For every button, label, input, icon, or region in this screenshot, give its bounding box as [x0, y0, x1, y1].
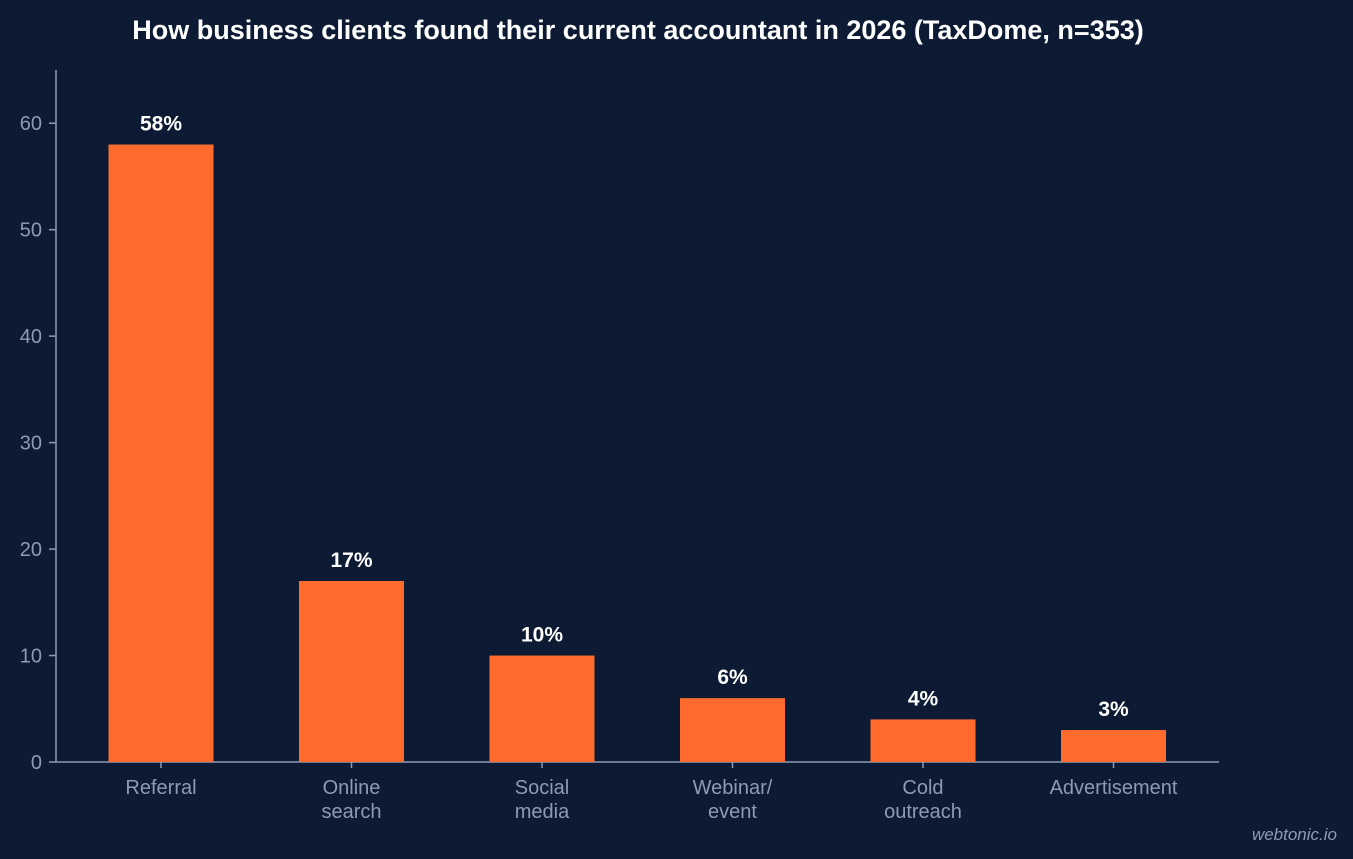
x-tick-label-line: Advertisement — [1050, 777, 1178, 799]
x-tick-label-line: Webinar/ — [693, 777, 773, 799]
x-tick-label: Referral — [125, 777, 196, 799]
x-tick-label-line: Referral — [125, 777, 196, 799]
x-tick-label-line: Cold — [902, 777, 943, 799]
x-tick-label: Cold outreach — [884, 777, 962, 823]
x-tick-label-line: Social — [515, 777, 569, 799]
x-tick-label: Online search — [321, 777, 381, 823]
y-tick-label: 40 — [20, 326, 42, 348]
x-tick-label-line: media — [515, 801, 570, 823]
y-tick-label: 10 — [20, 646, 42, 668]
x-tick-label-line: search — [321, 801, 381, 823]
bar-data-label: 6% — [717, 666, 748, 689]
bar — [1061, 730, 1166, 762]
y-tick-label: 20 — [20, 539, 42, 561]
bar — [680, 698, 785, 762]
bar-data-label: 58% — [140, 113, 182, 136]
data-labels: 58% 17% 10% 6% 4% 3% — [140, 113, 1129, 722]
y-tick-label: 50 — [20, 220, 42, 242]
bar — [870, 719, 976, 762]
x-axis: Referral Online search Social media Webinar/e… — [56, 761, 1219, 823]
x-tick-label-line: event — [708, 801, 757, 823]
y-tick-label: 30 — [20, 433, 42, 455]
x-tick-label-line: outreach — [884, 801, 962, 823]
bar-data-label: 10% — [521, 624, 563, 647]
chart-title: How business clients found their current… — [132, 15, 1144, 45]
bar-data-label: 17% — [330, 549, 372, 572]
y-tick-label: 0 — [31, 752, 42, 774]
bar — [108, 144, 214, 762]
bar — [299, 581, 404, 762]
bars — [108, 144, 1166, 762]
x-tick-label-line: Online — [323, 777, 381, 799]
bar — [489, 655, 595, 762]
y-axis: 0 10 20 30 40 50 60 — [20, 70, 57, 774]
x-tick-label: Webinar/event — [693, 777, 773, 823]
bar-data-label: 3% — [1098, 698, 1129, 721]
x-tick-label: Advertisement — [1050, 777, 1178, 799]
y-tick-label: 60 — [20, 113, 42, 135]
x-tick-label: Social media — [515, 777, 570, 823]
watermark: webtonic.io — [1251, 825, 1337, 844]
bar-data-label: 4% — [908, 687, 939, 710]
